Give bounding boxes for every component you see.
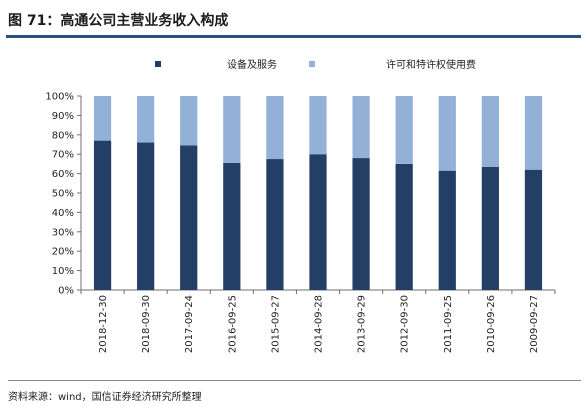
y-tick-label: 40%: [52, 208, 74, 219]
bar-segment-equipment-services: [309, 154, 327, 290]
bar-segment-equipment-services: [395, 163, 413, 290]
x-tick-label: 2016-09-25: [227, 295, 238, 353]
bar-segment-equipment-services: [352, 158, 370, 290]
bar-segment-licensing: [524, 96, 543, 170]
legend-label: 许可和特许权使用费: [386, 58, 476, 71]
source-note: 资料来源：wind，国信证券经济研究所整理: [8, 380, 581, 406]
legend-swatch: [155, 61, 161, 67]
x-tick-label: 2017-09-24: [184, 295, 195, 353]
y-tick-label: 0%: [58, 286, 74, 297]
x-tick-label: 2011-09-25: [443, 295, 454, 353]
bar-segment-licensing: [438, 96, 456, 171]
chart-container: 设备及服务 许可和特许权使用费 0% 10% 20% 30% 40% 50% 60% 70% 80%…: [0, 38, 587, 378]
bar-segment-equipment-services: [137, 142, 155, 290]
bar-segment-licensing: [395, 96, 413, 164]
y-tick-label: 100%: [45, 92, 74, 103]
figure-title: 图 71：高通公司主营业务收入构成: [8, 13, 229, 29]
y-tick-label: 80%: [52, 130, 74, 141]
y-tick-label: 60%: [52, 169, 74, 180]
bar-segment-licensing: [352, 96, 370, 159]
bar-segment-licensing: [180, 96, 198, 146]
bar-segment-licensing: [137, 96, 155, 143]
bar-segment-equipment-services: [180, 145, 198, 290]
x-tick-label: 2009-09-27: [529, 295, 540, 353]
bar-segment-equipment-services: [481, 166, 499, 290]
bar-segment-equipment-services: [93, 140, 112, 290]
x-tick-label: 2014-09-28: [314, 295, 325, 353]
y-tick-label: 50%: [52, 189, 74, 200]
x-tick-label: 2012-09-30: [400, 295, 411, 353]
bar-segment-licensing: [93, 96, 112, 141]
figure-header: 图 71：高通公司主营业务收入构成: [6, 4, 581, 38]
bar-segment-equipment-services: [266, 159, 284, 290]
legend-label: 设备及服务: [227, 58, 277, 71]
bar-segment-licensing: [481, 96, 499, 167]
x-tick-label: 2015-09-27: [270, 295, 281, 353]
y-tick-label: 30%: [52, 227, 74, 238]
bar-segment-equipment-services: [524, 169, 543, 290]
y-tick-label: 70%: [52, 150, 74, 161]
x-tick-label: 2018-12-30: [98, 295, 109, 353]
bar-segment-equipment-services: [223, 162, 241, 290]
y-tick-label: 90%: [52, 111, 74, 122]
y-tick-label: 20%: [52, 247, 74, 258]
stacked-bar-chart: 设备及服务 许可和特许权使用费 0% 10% 20% 30% 40% 50% 60% 70% 80%…: [45, 58, 556, 353]
x-tick-label: 2013-09-29: [357, 295, 368, 353]
bar-segment-licensing: [309, 96, 327, 155]
x-tick-label: 2010-09-26: [486, 295, 497, 353]
legend-swatch: [309, 61, 315, 67]
x-tick-label: 2018-09-30: [141, 295, 152, 353]
bar-segment-licensing: [223, 96, 241, 163]
bar-segment-licensing: [266, 96, 284, 160]
y-tick-label: 10%: [52, 266, 74, 277]
bar-segment-equipment-services: [438, 170, 456, 290]
